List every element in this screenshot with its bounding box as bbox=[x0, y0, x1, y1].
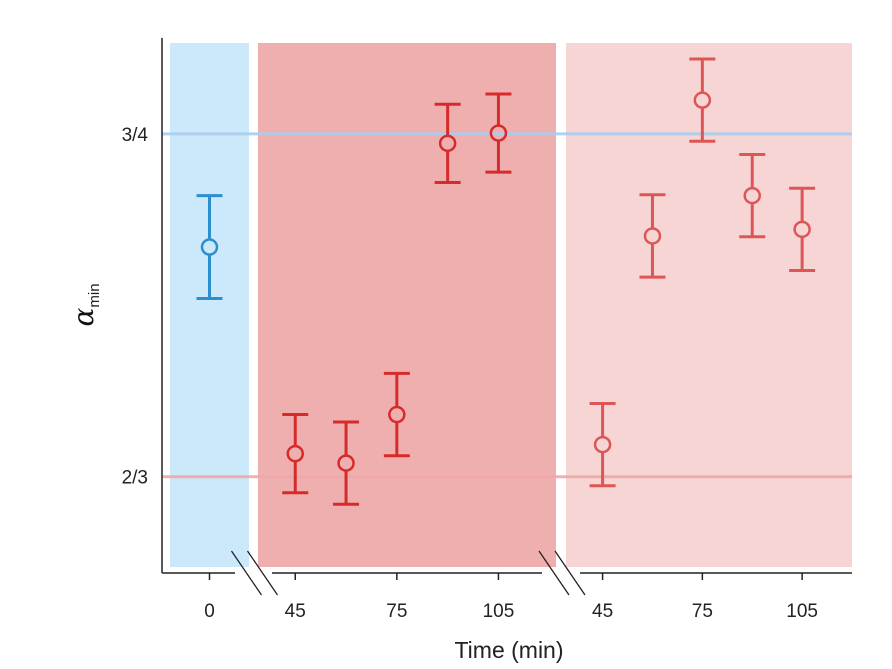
data-point bbox=[333, 420, 360, 506]
data-point bbox=[196, 194, 223, 301]
segment-background-2 bbox=[566, 43, 852, 567]
axis-break-mark bbox=[554, 550, 586, 596]
y-axis-title-symbol: α bbox=[67, 308, 100, 327]
data-marker bbox=[200, 238, 219, 256]
svg-text:αmin: αmin bbox=[67, 283, 103, 326]
data-point bbox=[639, 193, 666, 279]
x-axis-title: Time (min) bbox=[454, 637, 563, 663]
data-point bbox=[383, 371, 410, 458]
x-tick-label: 45 bbox=[285, 601, 306, 622]
segment-background-1 bbox=[258, 43, 556, 567]
x-tick-label: 75 bbox=[386, 601, 407, 622]
x-tick-label: 0 bbox=[204, 601, 215, 622]
x-tick-label: 105 bbox=[786, 601, 818, 622]
data-point bbox=[689, 57, 716, 143]
y-axis-title-subscript: min bbox=[86, 283, 103, 307]
y-tick-label: 2/3 bbox=[122, 468, 148, 489]
axis-break-mark bbox=[230, 550, 263, 596]
data-marker bbox=[286, 444, 304, 463]
data-point bbox=[589, 401, 616, 488]
data-marker bbox=[489, 124, 508, 142]
tick-labels: 2/3 3/4 0 45 75 105 45 75 105 bbox=[122, 125, 818, 622]
data-point bbox=[485, 92, 512, 174]
data-marker bbox=[388, 405, 406, 424]
segment-backgrounds bbox=[170, 43, 852, 567]
x-tick-label: 45 bbox=[592, 601, 613, 622]
y-axis-title: αmin bbox=[67, 283, 103, 326]
axis-break-mark bbox=[246, 550, 279, 596]
y-tick-label: 3/4 bbox=[122, 125, 149, 146]
x-tick-label: 75 bbox=[692, 601, 713, 622]
data-marker bbox=[693, 91, 712, 109]
data-point bbox=[434, 102, 461, 184]
data-marker bbox=[643, 227, 662, 245]
segment-background-0 bbox=[170, 43, 249, 567]
data-marker bbox=[793, 220, 811, 239]
data-marker bbox=[593, 435, 612, 454]
axis-break-mark bbox=[538, 550, 570, 596]
data-point bbox=[789, 186, 816, 273]
data-marker bbox=[743, 186, 761, 205]
data-marker bbox=[438, 134, 457, 153]
data-marker bbox=[337, 454, 355, 472]
data-point bbox=[282, 413, 309, 495]
data-points bbox=[196, 57, 816, 506]
axes bbox=[161, 38, 852, 596]
x-tick-label: 105 bbox=[483, 601, 515, 622]
data-point bbox=[739, 152, 766, 239]
